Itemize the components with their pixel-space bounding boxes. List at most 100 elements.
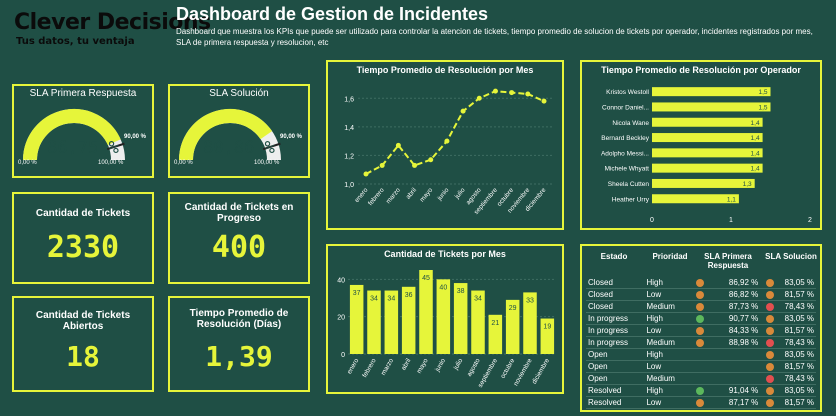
cell-sla-primera: 86,82 % [690, 289, 761, 301]
kpi-title: Cantidad de Tickets en Progreso [184, 202, 294, 224]
cell-prioridad: High [646, 350, 663, 359]
table-row[interactable]: In progress Low 84,33 % 81,57 % [586, 325, 816, 337]
kpi-card-abiertos[interactable]: Cantidad de Tickets Abiertos 18 [12, 296, 154, 392]
kpi-card-progreso[interactable]: Cantidad de Tickets en Progreso 400 [168, 192, 310, 284]
y-tick-label: 1,4 [344, 125, 354, 132]
status-dot-icon [695, 387, 704, 395]
cell-sla-solucion: 78,43 % [760, 301, 816, 313]
cell-estado: Closed [588, 302, 613, 311]
data-label: 19 [543, 324, 551, 331]
bar [652, 178, 755, 188]
cell-sla-primera: 86,92 % [690, 277, 761, 289]
data-label: 21 [491, 320, 499, 327]
chart-title: Tiempo Promedio de Resolución por Operad… [601, 65, 801, 75]
x-tick-label: marzo [380, 357, 395, 376]
chart-card-operador[interactable]: Tiempo Promedio de Resolución por Operad… [580, 60, 822, 230]
x-tick-label: abril [400, 357, 412, 372]
status-dot-icon [695, 279, 704, 287]
gauge-sla-primera [23, 109, 125, 161]
table-row[interactable]: Resolved High 91,04 % 83,05 % [586, 385, 816, 397]
x-tick-label: enero [346, 357, 361, 375]
cell-estado: Closed [588, 290, 613, 299]
y-tick-label: 40 [337, 277, 345, 284]
table-row[interactable]: Closed High 86,92 % 83,05 % [586, 277, 816, 289]
table-header: Estado Prioridad SLA Primera Respuesta S… [582, 252, 820, 270]
bar [652, 102, 771, 112]
x-tick-label: abril [405, 186, 419, 200]
bar [652, 133, 763, 143]
col-sla-solucion[interactable]: SLA Solucion [765, 252, 817, 261]
data-label: 1,4 [751, 166, 760, 173]
table-row[interactable]: Open Low 81,57 % [586, 361, 816, 373]
x-tick-label: junio [434, 357, 448, 374]
col-prioridad[interactable]: Prioridad [652, 252, 688, 261]
status-dot-icon [695, 315, 704, 323]
gauge-value: 86,75 % [47, 138, 119, 158]
data-label: 33 [526, 297, 534, 304]
status-dot-icon [766, 375, 775, 383]
status-dot-icon [766, 303, 775, 311]
gauge-fill [23, 109, 121, 161]
data-label: 38 [457, 288, 465, 295]
cell-estado: Resolved [588, 398, 622, 407]
cell-sla-solucion: 78,43 % [760, 373, 816, 385]
kpi-card-tickets[interactable]: Cantidad de Tickets 2330 [12, 192, 154, 284]
bar [453, 283, 468, 354]
x-tick-label: febrero [367, 187, 386, 208]
table-row[interactable]: Closed Medium 87,73 % 78,43 % [586, 301, 816, 313]
y-tick-label: 1,2 [344, 153, 354, 160]
cell-estado: Open [588, 362, 608, 371]
status-dot-icon [695, 291, 704, 299]
chart-card-tickets-mes[interactable]: Cantidad de Tickets por Mes 0 20 40 37 enero… [326, 244, 564, 394]
table-row[interactable]: Open Medium 78,43 % [586, 373, 816, 385]
status-dot-icon [695, 339, 704, 347]
table-row[interactable]: Open High 83,05 % [586, 349, 816, 361]
table-row[interactable]: In progress Medium 88,98 % 78,43 % [586, 337, 816, 349]
cell-sla-primera: 88,98 % [690, 337, 761, 349]
page-title: Dashboard de Gestion de Incidentes [176, 4, 489, 24]
table-row[interactable]: Resolved Low 87,17 % 81,57 % [586, 397, 816, 409]
status-dot-icon [695, 303, 704, 311]
col-sla-primera[interactable]: SLA Primera Respuesta [704, 252, 752, 270]
kpi-title: SLA Solución [209, 88, 269, 99]
bar [471, 290, 485, 354]
bar [436, 279, 451, 354]
kpi-card-tiempo[interactable]: Tiempo Promedio de Resolución (Días) 1,3… [168, 296, 310, 392]
gauge-target: 90,00 % [124, 134, 147, 140]
cell-sla-solucion: 83,05 % [760, 313, 816, 325]
data-label: 37 [353, 290, 361, 297]
data-label: 36 [405, 292, 413, 299]
x-tick-label: junio [436, 186, 451, 202]
table-row[interactable]: Closed Low 86,82 % 81,57 % [586, 289, 816, 301]
data-point [476, 95, 482, 101]
cell-sla-primera: 87,17 % [690, 397, 761, 409]
kpi-card-sla-solucion[interactable]: SLA Solución 80,86 % 0,00 % 100,00 % 90,… [168, 84, 310, 178]
status-dot-icon [766, 291, 775, 299]
status-dot-icon [766, 363, 775, 371]
chart-card-tiempo-mes[interactable]: Tiempo Promedio de Resolución por Mes 1,… [326, 60, 564, 230]
cell-prioridad: High [646, 386, 663, 395]
status-dot-icon [766, 399, 775, 407]
series-line [365, 90, 545, 175]
y-category-label: Adolpho Messi... [601, 150, 649, 157]
data-label: 45 [422, 275, 430, 282]
gauge-target: 90,00 % [280, 134, 303, 140]
y-category-label: Heather Urry [612, 196, 650, 203]
data-point [509, 90, 515, 96]
kpi-title: Tiempo Promedio de Resolución (Días) [189, 308, 289, 330]
table-row[interactable]: In progress High 90,77 % 83,05 % [586, 313, 816, 325]
col-estado[interactable]: Estado [600, 252, 628, 261]
cell-sla-primera [690, 373, 761, 385]
kpi-card-sla-primera[interactable]: SLA Primera Respuesta 86,75 % 0,00 % 100… [12, 84, 154, 178]
cell-sla-solucion: 81,57 % [760, 361, 816, 373]
data-point [460, 108, 466, 114]
cell-prioridad: High [646, 314, 663, 323]
page-description: Dashboard que muestra los KPIs que puede… [176, 27, 813, 47]
kpi-title: Cantidad de Tickets [35, 208, 131, 219]
cell-estado: In progress [588, 338, 629, 347]
kpi-title: Cantidad de Tickets Abiertos [35, 310, 131, 332]
sla-table-card[interactable]: Estado Prioridad SLA Primera Respuesta S… [580, 244, 822, 412]
chart-title: Tiempo Promedio de Resolución por Mes [356, 65, 534, 75]
bar [652, 163, 763, 173]
cell-sla-solucion: 81,57 % [760, 289, 816, 301]
